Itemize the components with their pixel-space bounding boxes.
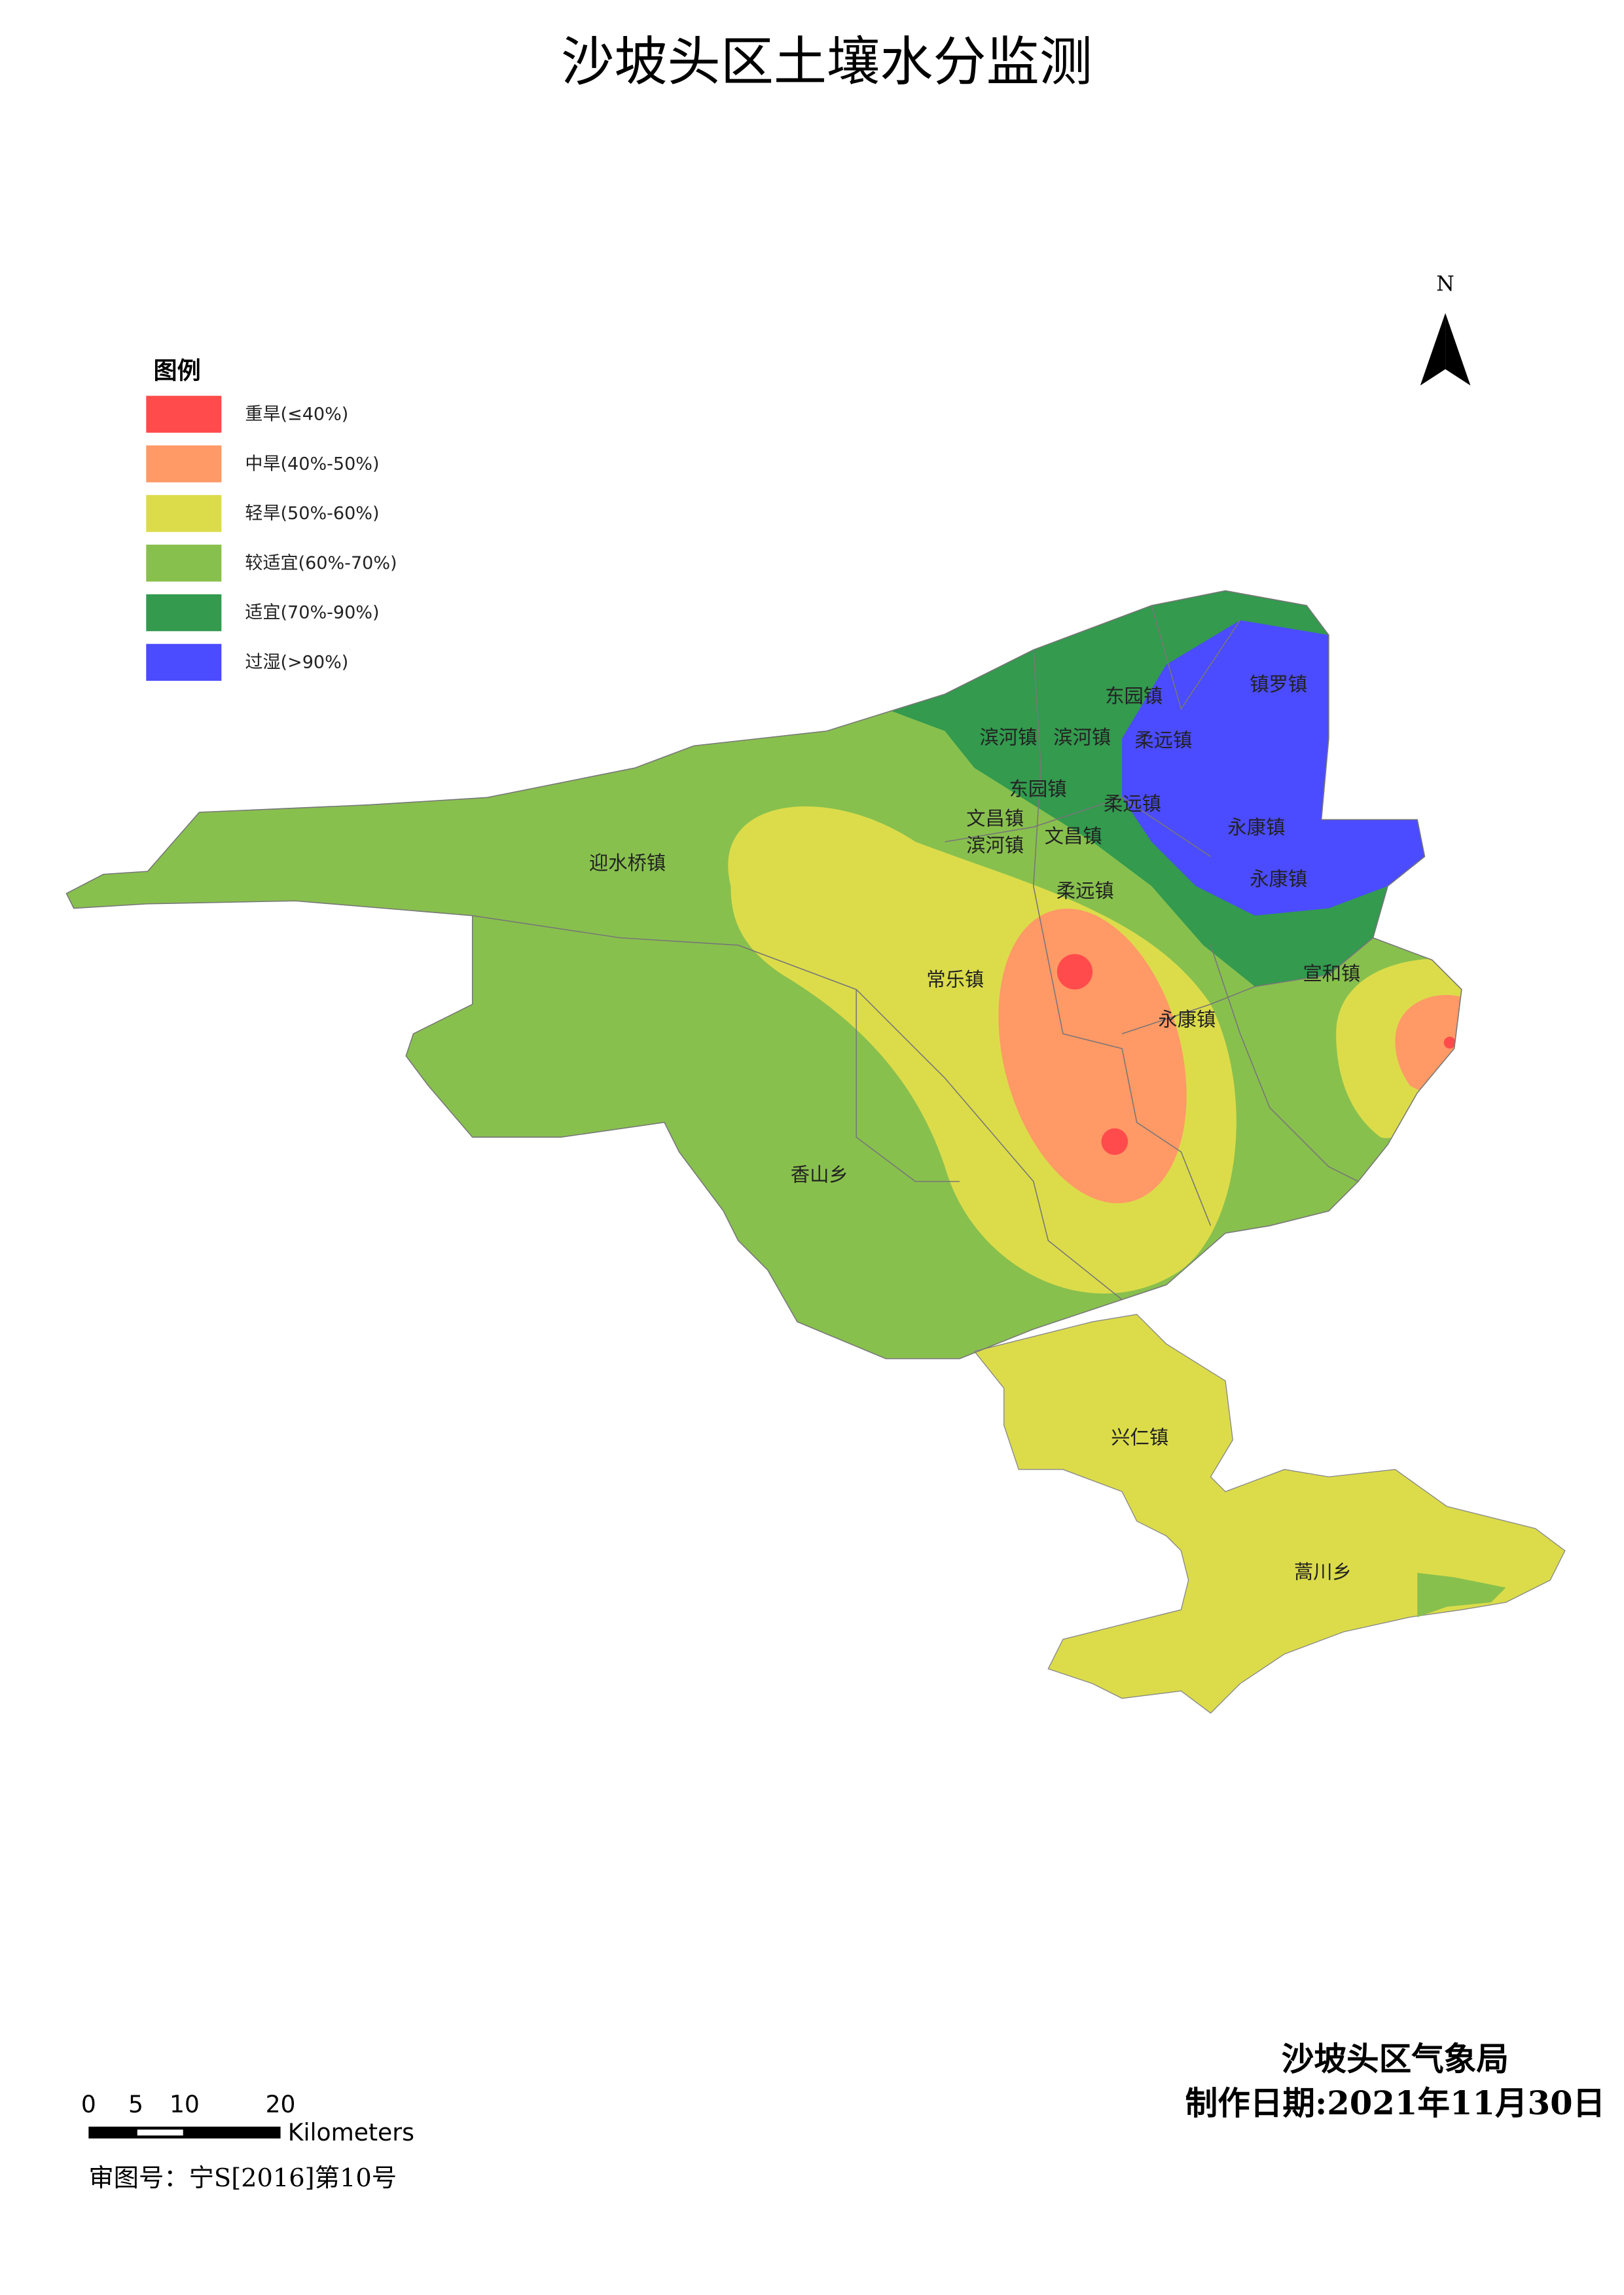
scale-bar-segment: [186, 2129, 278, 2136]
scale-labels: 0 5 10 20: [81, 2091, 296, 2118]
zone-severe-drought: [1101, 1128, 1128, 1155]
scale-unit: Kilometers: [288, 2119, 414, 2146]
scale-tick-label: 0: [81, 2091, 96, 2118]
legend-swatch: [146, 495, 222, 532]
place-label: 永康镇: [1250, 868, 1307, 890]
boundaries: [65, 590, 1462, 1360]
place-label: 蒿川乡: [1294, 1561, 1352, 1583]
legend-label: 过湿(>90%): [245, 652, 348, 672]
place-label: 文昌镇: [966, 808, 1024, 830]
scale-tick-label: 20: [266, 2091, 296, 2118]
legend: 重旱(≤40%) 中旱(40%-50%) 轻旱(50%-60%) 较适宜(60%-70…: [146, 395, 397, 681]
place-label: 宣和镇: [1303, 963, 1360, 985]
place-label: 镇罗镇: [1250, 673, 1307, 695]
legend-swatch: [146, 545, 222, 582]
map-title: 沙坡头区土壤水分监测: [561, 32, 1092, 94]
place-label: 常乐镇: [926, 969, 984, 991]
zone-mid-drought: [998, 909, 1187, 1204]
legend-swatch: [146, 643, 222, 681]
place-label: 东园镇: [1105, 685, 1163, 707]
zone-severe-drought: [1056, 954, 1093, 990]
scale-tick-label: 5: [128, 2091, 143, 2118]
place-label: 东园镇: [1009, 778, 1067, 801]
north-arrow: [1420, 313, 1446, 386]
north-arrow: [1445, 313, 1471, 386]
agency: 沙坡头区气象局: [1282, 2040, 1509, 2078]
legend-label: 适宜(70%-90%): [245, 603, 379, 623]
north-label: N: [1436, 272, 1454, 296]
legend-swatch: [146, 445, 222, 482]
place-label: 滨河镇: [1053, 727, 1111, 749]
place-label: 滨河镇: [980, 727, 1038, 749]
zone-fair: [1417, 1572, 1506, 1617]
legend-swatch: [146, 594, 222, 632]
place-label: 兴仁镇: [1111, 1426, 1168, 1449]
place-label: 柔远镇: [1104, 793, 1161, 815]
place-label: 香山乡: [791, 1163, 848, 1185]
moisture-zones: [66, 590, 1462, 1359]
legend-label: 较适宜(60%-70%): [245, 553, 397, 573]
legend-label: 轻旱(50%-60%): [245, 503, 379, 524]
place-label: 文昌镇: [1045, 825, 1102, 848]
scale-tick-label: 10: [170, 2091, 200, 2118]
place-label: 永康镇: [1158, 1008, 1216, 1030]
legend-title: 图例: [154, 357, 201, 385]
scale-bar-segment: [137, 2129, 183, 2136]
place-label: 柔远镇: [1134, 729, 1192, 751]
legend-label: 重旱(≤40%): [245, 404, 348, 424]
place-label: 永康镇: [1227, 816, 1285, 839]
legend-label: 中旱(40%-50%): [245, 454, 379, 474]
place-label: 滨河镇: [966, 834, 1024, 856]
date: 制作日期:2021年11月30日: [1185, 2084, 1606, 2122]
approval-number: 审图号：宁S[2016]第10号: [88, 2163, 397, 2193]
place-label: 柔远镇: [1056, 880, 1114, 902]
zone-severe-drought: [1443, 1036, 1456, 1049]
place-label: 迎水桥镇: [589, 852, 666, 874]
legend-swatch: [146, 395, 222, 433]
zone-wet: [1122, 620, 1425, 916]
scale-bar: [88, 2126, 281, 2139]
south-region: [973, 1314, 1566, 1714]
